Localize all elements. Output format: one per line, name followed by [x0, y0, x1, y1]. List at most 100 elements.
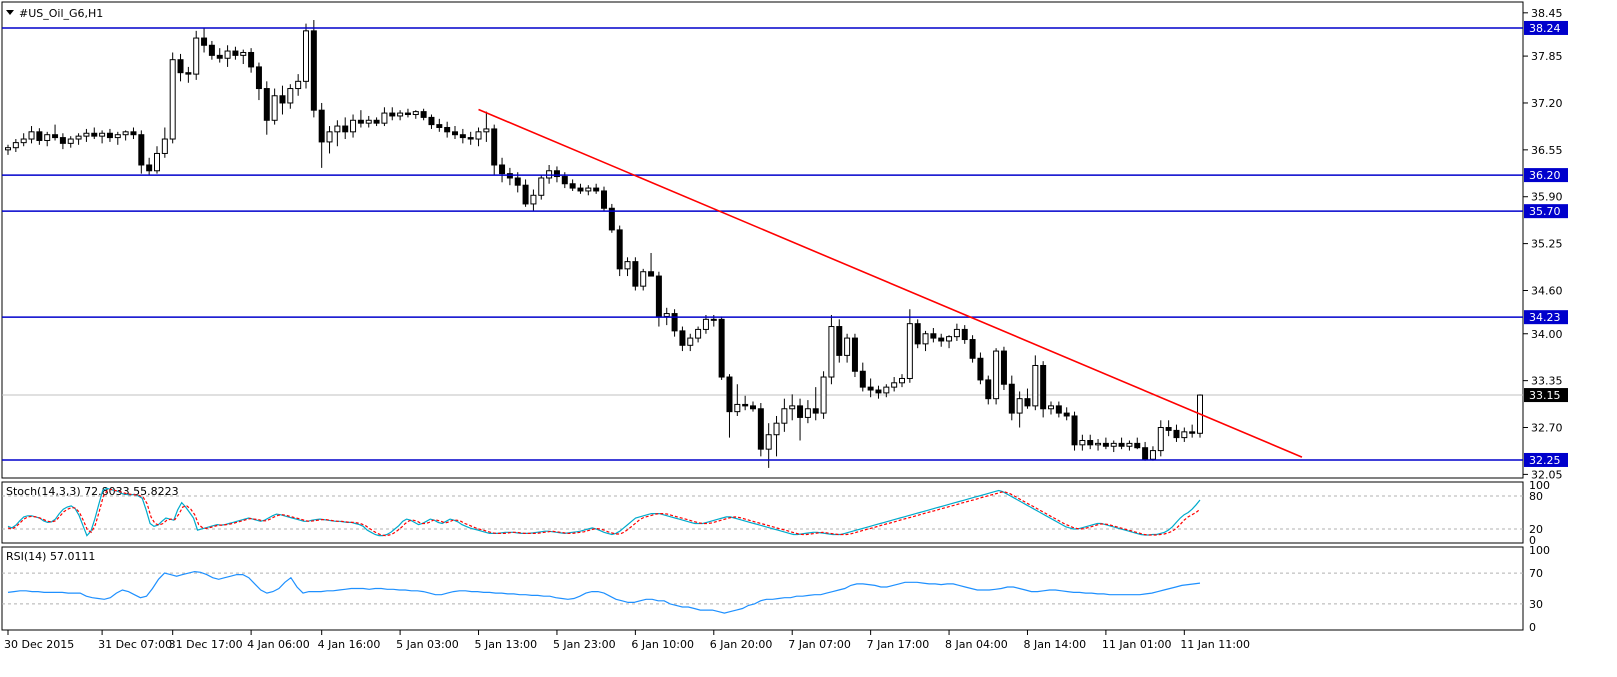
- candle-body: [640, 271, 647, 287]
- panel-frame-1: [1, 481, 1524, 544]
- candle: [365, 115, 372, 128]
- candle: [185, 66, 192, 83]
- candle-body: [569, 183, 576, 189]
- candle: [130, 127, 137, 140]
- candle-body: [734, 403, 741, 413]
- candle: [1102, 437, 1109, 450]
- candle-body: [961, 328, 968, 341]
- candle: [1197, 394, 1203, 438]
- indicator-series-line: [7, 488, 1201, 537]
- candle-body: [459, 134, 466, 139]
- candle: [334, 120, 341, 147]
- candle-body: [389, 112, 396, 117]
- candle-body: [561, 176, 568, 185]
- candle-body: [334, 125, 341, 133]
- candle-body: [295, 80, 302, 90]
- candle: [491, 124, 498, 176]
- price-tag-label: 38.24: [1529, 22, 1561, 35]
- x-tick-label: 8 Jan 14:00: [1023, 638, 1086, 651]
- candle-body: [773, 422, 780, 436]
- candle: [1048, 401, 1054, 415]
- y-tick-label: 34.00: [1531, 328, 1563, 341]
- candle-body: [765, 434, 772, 450]
- candle-body: [836, 326, 843, 356]
- candle: [601, 186, 607, 212]
- dropdown-triangle-icon[interactable]: [6, 10, 14, 15]
- candle-body: [20, 138, 27, 144]
- candle: [679, 326, 686, 352]
- x-tick-label: 11 Jan 01:00: [1102, 638, 1172, 651]
- x-tick-label: 5 Jan 13:00: [475, 638, 538, 651]
- candle-body: [1048, 405, 1054, 410]
- candle: [820, 371, 827, 419]
- y-tick-label: 32.05: [1531, 468, 1563, 481]
- candle-body: [726, 376, 733, 413]
- candle: [99, 130, 106, 144]
- candle: [946, 335, 953, 349]
- candle: [883, 384, 890, 398]
- candle-body: [499, 164, 506, 175]
- candle-body: [1118, 442, 1125, 447]
- candle: [577, 183, 584, 194]
- candle: [263, 81, 270, 135]
- candle-body: [820, 376, 827, 414]
- candle: [232, 46, 239, 60]
- candle: [718, 316, 725, 380]
- x-tick-label: 7 Jan 07:00: [788, 638, 851, 651]
- candle: [1063, 407, 1070, 421]
- candle-body: [553, 170, 560, 178]
- candle-body: [930, 333, 937, 339]
- candle-body: [828, 326, 835, 378]
- candle: [161, 127, 168, 158]
- candle-body: [1087, 439, 1094, 446]
- candle-body: [36, 131, 43, 141]
- candle: [169, 52, 176, 144]
- candle: [734, 384, 741, 416]
- candle: [318, 102, 325, 168]
- price-tag: [1524, 204, 1568, 219]
- indicator-y-tick-label: 100: [1529, 479, 1550, 492]
- indicator-y-tick-label: 0: [1529, 621, 1536, 634]
- candle-body: [1000, 350, 1007, 385]
- candle: [1134, 437, 1141, 450]
- candle: [867, 378, 874, 398]
- candle-body: [475, 131, 482, 140]
- candle: [781, 398, 788, 432]
- candle: [961, 325, 968, 344]
- candle-body: [844, 337, 851, 356]
- candle-body: [161, 138, 168, 154]
- candle: [240, 49, 247, 65]
- candle: [404, 108, 411, 118]
- candle-body: [342, 125, 349, 133]
- candle: [154, 146, 160, 174]
- candle-body: [5, 147, 11, 151]
- candle: [993, 348, 1000, 405]
- price-tag-label: 34.23: [1529, 311, 1561, 324]
- candle: [193, 30, 200, 80]
- candle: [593, 183, 600, 194]
- y-tick-label: 33.35: [1531, 375, 1563, 388]
- candle: [828, 315, 835, 385]
- candle-body: [404, 112, 411, 116]
- candle: [5, 144, 11, 155]
- candle-body: [483, 128, 490, 133]
- candle: [75, 133, 82, 145]
- candle-body: [303, 30, 309, 82]
- candle: [373, 117, 380, 127]
- candle-body: [1079, 439, 1086, 446]
- trendline[interactable]: [478, 108, 1303, 458]
- candle-body: [867, 386, 874, 391]
- candle-body: [1126, 442, 1133, 447]
- candle-body: [287, 88, 294, 104]
- candle: [538, 175, 545, 200]
- price-tag-label: 36.20: [1529, 169, 1561, 182]
- x-tick-label: 4 Jan 06:00: [247, 638, 310, 651]
- x-tick-label: 6 Jan 20:00: [710, 638, 773, 651]
- candle-body: [1095, 442, 1102, 446]
- candle-body: [193, 37, 200, 75]
- y-tick-label: 37.20: [1531, 97, 1563, 110]
- candle-body: [310, 30, 317, 111]
- candle: [381, 107, 388, 127]
